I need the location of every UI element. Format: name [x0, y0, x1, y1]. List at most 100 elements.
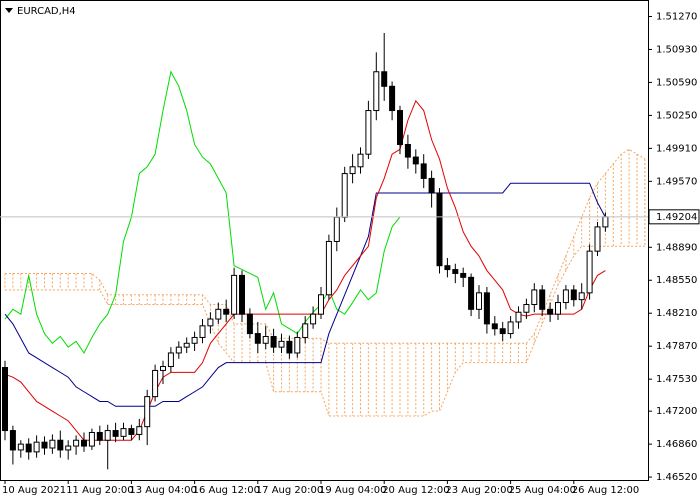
plot-frame	[0, 0, 649, 481]
candle-body	[310, 313, 317, 325]
y-tick-label: 1.46520	[656, 472, 697, 483]
candle-body	[491, 323, 498, 330]
y-tick-label: 1.48550	[656, 275, 697, 286]
y-tick-label: 1.50590	[656, 77, 697, 88]
candle-body	[499, 328, 506, 335]
candle-body	[412, 156, 419, 165]
y-tick-label: 1.50250	[656, 110, 697, 121]
y-tick-label: 1.47530	[656, 374, 697, 385]
candle-body	[594, 226, 601, 252]
candle-body	[246, 313, 253, 335]
candle-body	[302, 323, 309, 338]
candle-body	[286, 340, 293, 354]
candle-body	[223, 308, 230, 315]
candle-body	[33, 441, 40, 453]
candle-body	[468, 276, 475, 310]
plot-layer	[2, 32, 646, 470]
candle-body	[231, 274, 238, 315]
x-tick-label: 19 Aug 04:00	[319, 485, 386, 496]
candle-body	[547, 308, 554, 315]
candle-body	[539, 289, 546, 310]
candle-body	[420, 163, 427, 179]
y-tick-label: 1.48890	[656, 242, 697, 253]
candle-body	[365, 110, 372, 155]
x-tick-label: 13 Aug 04:00	[129, 485, 196, 496]
candle-body	[270, 335, 277, 348]
candle-body	[88, 431, 95, 447]
chart-title: EURCAD,H4	[17, 6, 76, 17]
x-tick-label: 26 Aug 12:00	[572, 485, 639, 496]
candle-body	[555, 302, 561, 315]
candle-body	[452, 269, 459, 274]
y-tick-label: 1.48210	[656, 308, 697, 319]
x-tick-label: 20 Aug 12:00	[382, 485, 449, 496]
candle-body	[570, 289, 577, 301]
candle-body	[444, 265, 451, 271]
candle-body	[341, 173, 348, 218]
candle-body	[483, 292, 490, 325]
candle-body	[373, 71, 380, 112]
y-tick-label: 1.46860	[656, 439, 697, 450]
candle-body	[349, 166, 356, 175]
candle-body	[175, 346, 182, 354]
candle-body	[73, 439, 80, 447]
candle-body	[96, 431, 103, 441]
candle-body	[183, 342, 190, 348]
candle-body	[9, 430, 16, 451]
candle-body	[436, 192, 443, 267]
candle-body	[586, 250, 593, 294]
y-tick-label: 1.49570	[656, 176, 697, 187]
candle-body	[104, 430, 111, 441]
candle-body	[578, 292, 585, 301]
candle-body	[41, 441, 48, 449]
x-tick-label: 25 Aug 04:00	[509, 485, 576, 496]
candle-body	[602, 216, 609, 228]
candle-body	[199, 325, 206, 338]
candle-body	[57, 439, 64, 451]
candle-body	[128, 428, 135, 435]
candle-body	[562, 289, 569, 304]
y-tick-label: 1.51270	[656, 11, 697, 22]
candle-body	[428, 177, 435, 194]
candle-body	[531, 289, 538, 305]
x-tick-label: 10 Aug 2021	[2, 485, 66, 496]
last-price-box	[648, 209, 700, 225]
y-tick-label: 1.49910	[656, 143, 697, 154]
candle-body	[254, 333, 261, 344]
candle-body	[207, 318, 214, 327]
candle-body	[160, 366, 166, 371]
candle-body	[262, 335, 269, 344]
candle-body	[81, 439, 87, 447]
candle-body	[389, 85, 396, 112]
kijun-line	[4, 182, 606, 407]
candle-body	[65, 445, 72, 451]
candle-body	[381, 71, 388, 87]
x-tick-label: 17 Aug 20:00	[256, 485, 323, 496]
tenkan-line	[4, 99, 606, 441]
x-tick-label: 23 Aug 20:00	[445, 485, 512, 496]
candle-body	[318, 294, 324, 315]
candle-body	[523, 303, 530, 313]
y-tick-label: 1.50930	[656, 44, 697, 55]
candle-body	[476, 292, 482, 310]
chikou-line	[4, 70, 401, 354]
candle-body	[144, 396, 151, 428]
candle-body	[404, 143, 411, 158]
candle-body	[294, 336, 301, 354]
senkou-b-line	[5, 245, 645, 417]
candle-body	[515, 311, 522, 323]
senkou-a-line	[5, 148, 646, 344]
candle-body	[278, 340, 285, 348]
x-tick-label: 16 Aug 12:00	[193, 485, 260, 496]
y-tick-label: 1.47870	[656, 341, 697, 352]
candle-body	[507, 321, 514, 335]
last-price-label: 1.49204	[656, 212, 697, 223]
candle-body	[112, 430, 119, 437]
candle-body	[215, 308, 222, 320]
candle-body	[2, 367, 8, 432]
x-tick-label: 11 Aug 20:00	[66, 485, 133, 496]
candle-body	[239, 274, 245, 315]
candle-body	[136, 426, 143, 435]
menu-arrow[interactable]	[5, 8, 13, 13]
